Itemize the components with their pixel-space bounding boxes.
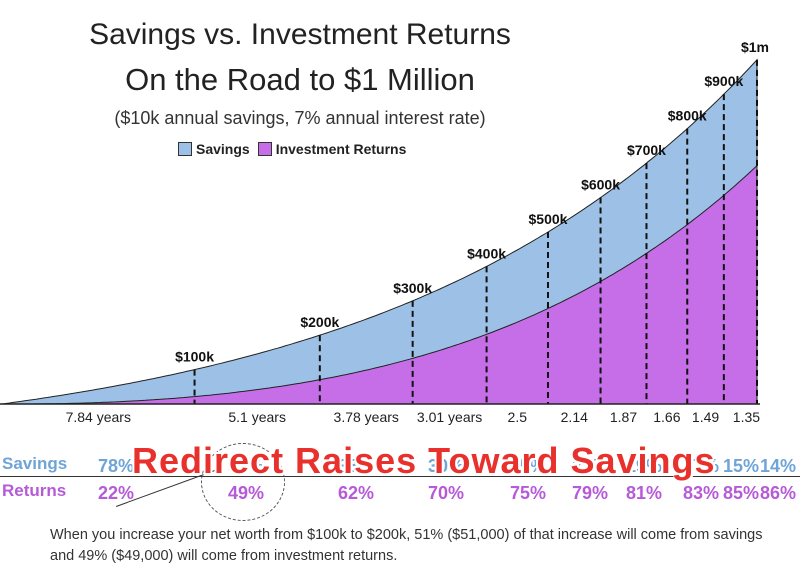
chart-area: $100k 7.84 years $200k 5.1 years $300k 3.78 y…	[0, 39, 769, 425]
savings-percent: 21%	[572, 456, 609, 476]
returns-percent: 81%	[626, 483, 663, 503]
milestone-label: $900k	[704, 73, 743, 89]
years-label: 1.35	[733, 409, 760, 425]
savings-percent: 14%	[760, 456, 797, 476]
milestone-group: $100k 7.84 years $200k 5.1 years $300k 3.78 y…	[66, 39, 769, 425]
chart-note: ($10k annual savings, 7% annual interest…	[114, 108, 486, 128]
savings-percent: 78%	[98, 456, 135, 476]
chart-subtitle: On the Road to $1 Million	[125, 62, 475, 97]
returns-row-label: Returns	[2, 481, 67, 500]
legend-swatch-savings	[178, 142, 192, 156]
years-label: 1.66	[653, 409, 680, 425]
milestone-label: $300k	[393, 280, 432, 296]
years-label: 7.84 years	[66, 409, 131, 425]
years-label: 1.49	[692, 409, 719, 425]
legend: Savings Investment Returns	[178, 141, 414, 157]
years-label: 2.14	[561, 409, 588, 425]
legend-swatch-returns	[257, 142, 272, 156]
years-label: 3.78 years	[334, 409, 399, 425]
milestone-label: $500k	[529, 211, 568, 227]
savings-percent: 17%	[683, 456, 720, 476]
row-divider	[0, 476, 800, 477]
savings-percent: 19%	[626, 456, 663, 476]
returns-percent: 85%	[723, 483, 760, 503]
milestone-label: $200k	[300, 314, 339, 330]
years-label: 3.01 years	[417, 409, 482, 425]
milestone-label: $700k	[627, 142, 666, 158]
returns-area	[2, 164, 758, 405]
years-label: 5.1 years	[228, 409, 286, 425]
legend-item-returns: Investment Returns	[257, 141, 407, 157]
returns-percent: 79%	[572, 483, 609, 503]
years-label: 2.5	[508, 409, 528, 425]
savings-percent: 15%	[723, 456, 760, 476]
highlight-circle	[201, 443, 285, 521]
returns-percent: 83%	[683, 483, 720, 503]
milestone-label: $1m	[741, 39, 769, 55]
savings-percent: 25%	[510, 456, 547, 476]
banner-text: Redirect Raises Toward Savings	[132, 440, 716, 481]
milestone-label: $600k	[581, 177, 620, 193]
milestone-label: $800k	[668, 108, 707, 124]
milestone-label: $400k	[467, 245, 506, 261]
returns-percent: 86%	[760, 483, 797, 503]
savings-row-label: Savings	[2, 454, 68, 473]
legend-item-savings: Savings	[178, 141, 250, 157]
returns-percent: 22%	[98, 483, 135, 503]
savings-percent: 38%	[338, 456, 375, 476]
returns-percent: 70%	[428, 483, 465, 503]
savings-percent: 30%	[428, 456, 465, 476]
returns-percent: 62%	[338, 483, 375, 503]
chart-title: Savings vs. Investment Returns	[89, 18, 511, 51]
legend-label-savings: Savings	[196, 141, 250, 157]
years-label: 1.87	[610, 409, 637, 425]
returns-percent: 75%	[510, 483, 547, 503]
milestone-label: $100k	[175, 349, 214, 365]
legend-label-returns: Investment Returns	[275, 141, 407, 157]
explanation-text: When you increase your net worth from $1…	[50, 527, 763, 564]
